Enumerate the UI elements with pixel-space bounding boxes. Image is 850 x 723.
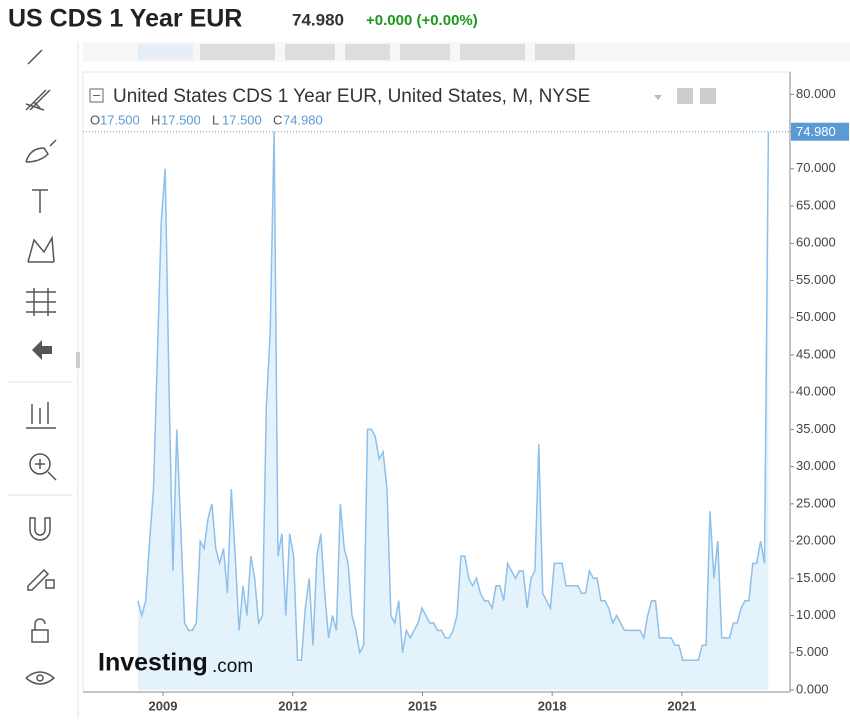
y-tick-label: 55.000 bbox=[796, 272, 836, 287]
zoom-tool[interactable] bbox=[29, 453, 57, 481]
y-tick-label: 20.000 bbox=[796, 533, 836, 548]
y-tick-label: 50.000 bbox=[796, 309, 836, 324]
y-tick-label: 40.000 bbox=[796, 384, 836, 399]
unlock-tool[interactable] bbox=[31, 618, 49, 643]
dropdown[interactable] bbox=[654, 95, 662, 100]
chart-title: United States CDS 1 Year EUR, United Sta… bbox=[113, 86, 590, 107]
page-title: US CDS 1 Year EUR bbox=[8, 5, 242, 33]
fib-tool[interactable] bbox=[25, 89, 51, 111]
price-line bbox=[137, 131, 770, 661]
brush-tool[interactable] bbox=[25, 139, 57, 163]
y-tick-label: 5.000 bbox=[796, 644, 829, 659]
y-tick-label: 65.000 bbox=[796, 197, 836, 212]
y-tick-label: 15.000 bbox=[796, 570, 836, 585]
ohlc: O 17.500 H 17.500 L 17.500 C 74.980 bbox=[90, 112, 323, 127]
price-change: +0.000 (+0.00%) bbox=[366, 12, 478, 29]
y-tick-label: 25.000 bbox=[796, 495, 836, 510]
settings-button[interactable] bbox=[700, 88, 716, 104]
y-tick-label: 70.000 bbox=[796, 160, 836, 175]
magnet-tool[interactable] bbox=[29, 517, 51, 541]
toolbar-buttons bbox=[138, 44, 575, 60]
measure-tool[interactable] bbox=[26, 288, 56, 316]
trend-line-tool[interactable] bbox=[27, 49, 43, 65]
back-tool[interactable] bbox=[32, 340, 52, 360]
text-tool[interactable] bbox=[32, 189, 48, 213]
ohlc-key: C bbox=[273, 112, 282, 127]
area-fill bbox=[137, 131, 769, 691]
visibility-button[interactable] bbox=[677, 88, 693, 104]
ohlc-key: L bbox=[212, 112, 219, 127]
ohlc-value: 17.500 bbox=[161, 112, 201, 127]
x-tick-label: 2012 bbox=[278, 698, 307, 713]
ohlc-value: 17.500 bbox=[100, 112, 140, 127]
watermark-suffix: .com bbox=[212, 656, 253, 677]
zoom-range-tool[interactable] bbox=[26, 402, 56, 429]
ohlc-value: 74.980 bbox=[283, 112, 323, 127]
y-tick-label: 10.000 bbox=[796, 607, 836, 622]
y-tick-label: 0.000 bbox=[796, 681, 829, 696]
ohlc-value: 17.500 bbox=[222, 112, 262, 127]
visibility-tool[interactable] bbox=[25, 671, 56, 685]
y-tick-label: 35.000 bbox=[796, 421, 836, 436]
x-tick-label: 2018 bbox=[538, 698, 567, 713]
lock-drawing-tool[interactable] bbox=[27, 568, 55, 591]
y-tick-label: 60.000 bbox=[796, 235, 836, 250]
collapse-button[interactable] bbox=[89, 88, 104, 103]
plot-frame bbox=[82, 71, 791, 693]
x-tick-label: 2015 bbox=[408, 698, 437, 713]
pattern-tool[interactable] bbox=[27, 235, 55, 263]
watermark: Investing bbox=[98, 649, 208, 677]
y-tick-label: 45.000 bbox=[796, 346, 836, 361]
last-price-label: 74.980 bbox=[796, 124, 836, 139]
ohlc-key: H bbox=[151, 112, 160, 127]
plot bbox=[137, 131, 770, 691]
price: 74.980 bbox=[292, 10, 344, 29]
y-tick-label: 30.000 bbox=[796, 458, 836, 473]
left-toolbar bbox=[8, 42, 80, 718]
ohlc-key: O bbox=[90, 112, 100, 127]
x-tick-label: 2021 bbox=[667, 698, 696, 713]
last-price-box bbox=[791, 122, 849, 141]
y-tick-label: 80.000 bbox=[796, 86, 836, 101]
x-tick-label: 2009 bbox=[149, 698, 178, 713]
